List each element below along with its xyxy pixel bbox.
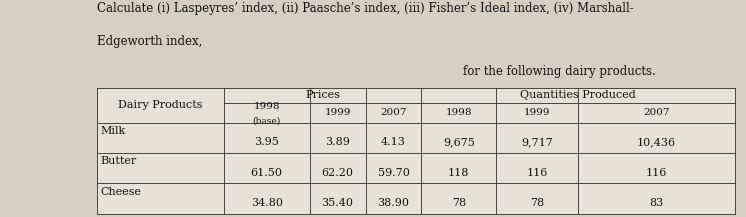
Text: 1999: 1999 (325, 108, 351, 117)
Text: Cheese: Cheese (101, 187, 142, 197)
Text: 1999: 1999 (524, 108, 551, 117)
Text: 3.89: 3.89 (325, 137, 350, 147)
Text: 2007: 2007 (380, 108, 407, 117)
Text: 116: 116 (646, 168, 667, 178)
Text: 61.50: 61.50 (251, 168, 283, 178)
Text: 4.13: 4.13 (381, 137, 406, 147)
Text: for the following dairy products.: for the following dairy products. (463, 65, 655, 78)
Text: 38.90: 38.90 (377, 198, 410, 208)
Text: 116: 116 (527, 168, 548, 178)
Text: 78: 78 (452, 198, 466, 208)
Text: 1998: 1998 (254, 102, 280, 111)
Text: 118: 118 (448, 168, 469, 178)
Text: Calculate (i) Laspeyres’ index, (ii) Paasche’s index, (iii) Fisher’s Ideal index: Calculate (i) Laspeyres’ index, (ii) Paa… (97, 2, 634, 15)
Text: Quantities Produced: Quantities Produced (520, 90, 636, 100)
Text: 10,436: 10,436 (637, 137, 676, 147)
Text: 78: 78 (530, 198, 544, 208)
Text: 9,717: 9,717 (521, 137, 553, 147)
Text: 9,675: 9,675 (443, 137, 474, 147)
Text: 2007: 2007 (643, 108, 670, 117)
Text: 59.70: 59.70 (377, 168, 410, 178)
Text: Prices: Prices (305, 90, 340, 100)
Text: (base): (base) (253, 117, 280, 126)
Text: Butter: Butter (101, 156, 137, 166)
Text: 1998: 1998 (445, 108, 472, 117)
Text: Edgeworth index,: Edgeworth index, (97, 35, 202, 48)
Text: 34.80: 34.80 (251, 198, 283, 208)
Text: 35.40: 35.40 (322, 198, 354, 208)
Text: 3.95: 3.95 (254, 137, 279, 147)
Text: 62.20: 62.20 (322, 168, 354, 178)
Text: Dairy Products: Dairy Products (118, 100, 203, 110)
Text: Milk: Milk (101, 126, 126, 136)
Text: 83: 83 (649, 198, 664, 208)
Bar (97, 88, 735, 214)
